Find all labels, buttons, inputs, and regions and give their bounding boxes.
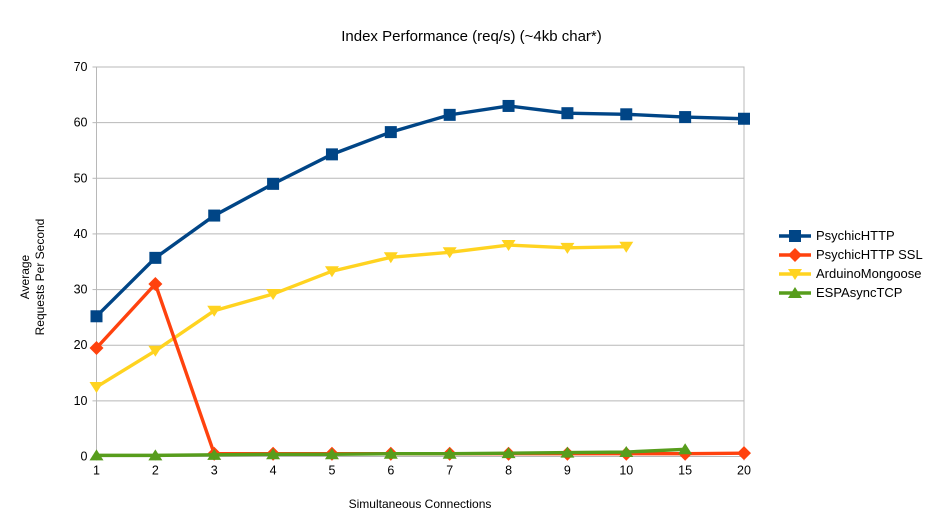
data-point-marker xyxy=(561,107,574,120)
series-psychichttp-ssl xyxy=(89,277,751,461)
legend-marker xyxy=(788,286,802,298)
y-tick-label: 20 xyxy=(74,338,88,352)
legend-swatch-diamond-icon xyxy=(779,247,811,262)
plot-border xyxy=(96,66,745,457)
x-tick-label: 4 xyxy=(270,464,277,478)
x-tick-label: 15 xyxy=(678,464,692,478)
y-tick-label: 0 xyxy=(81,450,88,464)
y-tick-label: 50 xyxy=(74,171,88,185)
data-point-marker xyxy=(501,447,516,459)
series-psychichttp xyxy=(90,99,750,323)
data-point-marker xyxy=(90,310,103,323)
data-point-marker xyxy=(442,447,457,459)
data-point-marker xyxy=(207,305,222,317)
x-tick-label: 7 xyxy=(446,464,453,478)
x-tick-label: 3 xyxy=(211,464,218,478)
legend-item-arduinomongoose: ArduinoMongoose xyxy=(779,264,923,283)
data-point-marker xyxy=(737,446,751,461)
legend-swatch-triangle-up-icon xyxy=(779,286,811,298)
data-point-marker xyxy=(324,448,339,460)
data-point-marker xyxy=(678,443,693,455)
data-point-marker xyxy=(619,446,634,458)
legend: PsychicHTTP PsychicHTTP SSL ArduinoMongoos… xyxy=(779,226,923,302)
data-point-marker xyxy=(208,209,221,222)
data-point-marker xyxy=(266,289,281,301)
x-tick-label: 8 xyxy=(505,464,512,478)
legend-swatch-square-icon xyxy=(779,229,811,242)
y-tick-label: 70 xyxy=(74,60,88,74)
data-point-marker xyxy=(148,345,163,357)
y-tick-label: 10 xyxy=(74,394,88,408)
data-point-marker xyxy=(324,266,339,278)
series-line xyxy=(95,280,745,456)
x-tick-label: 6 xyxy=(387,464,394,478)
legend-item-espasynctcp: ESPAsyncTCP xyxy=(779,283,923,302)
data-point-marker xyxy=(502,99,515,112)
data-point-marker xyxy=(148,449,163,461)
y-axis-title: Average Requests Per Second xyxy=(18,167,48,387)
data-point-marker xyxy=(325,148,338,161)
x-tick-label: 1 xyxy=(93,464,100,478)
legend-marker xyxy=(789,229,801,242)
data-point-marker xyxy=(148,277,163,292)
legend-label: ArduinoMongoose xyxy=(816,266,922,281)
data-point-marker xyxy=(149,251,162,264)
data-point-marker xyxy=(560,446,575,458)
data-point-marker xyxy=(89,449,104,461)
series-line xyxy=(95,104,745,318)
legend-label: PsychicHTTP xyxy=(816,228,895,243)
data-point-marker xyxy=(501,240,516,252)
legend-item-psychichttp-ssl: PsychicHTTP SSL xyxy=(779,245,923,264)
y-axis-title-line: Requests Per Second xyxy=(33,218,47,336)
data-point-marker xyxy=(442,247,457,259)
x-tick-label: 5 xyxy=(328,464,335,478)
y-tick-label: 60 xyxy=(74,116,88,130)
y-tick-label: 40 xyxy=(74,227,88,241)
data-point-marker xyxy=(89,381,104,393)
legend-marker xyxy=(788,268,802,280)
legend-marker xyxy=(788,247,802,262)
data-point-marker xyxy=(619,241,634,253)
series-espasynctcp xyxy=(89,443,693,461)
data-point-marker xyxy=(383,252,398,264)
legend-label: ESPAsyncTCP xyxy=(816,285,903,300)
series-line xyxy=(95,243,627,389)
legend-item-psychichttp: PsychicHTTP xyxy=(779,226,923,245)
legend-swatch-triangle-down-icon xyxy=(779,268,811,280)
data-point-marker xyxy=(267,177,280,190)
legend-label: PsychicHTTP SSL xyxy=(816,247,923,262)
x-tick-label: 20 xyxy=(737,464,751,478)
x-tick-label: 2 xyxy=(152,464,159,478)
data-point-marker xyxy=(383,447,398,459)
x-tick-label: 10 xyxy=(619,464,633,478)
data-point-marker xyxy=(207,448,222,460)
x-tick-label: 9 xyxy=(564,464,571,478)
data-point-marker xyxy=(443,108,456,121)
series-arduinomongoose xyxy=(89,240,634,393)
x-axis-title: Simultaneous Connections xyxy=(348,497,492,511)
y-tick-label: 30 xyxy=(74,283,88,297)
y-axis-title-line: Average xyxy=(18,254,32,300)
data-point-marker xyxy=(89,340,104,355)
data-point-marker xyxy=(738,112,750,125)
chart-title: Index Performance (req/s) (~4kb char*) xyxy=(341,28,602,45)
data-point-marker xyxy=(679,111,692,124)
data-point-marker xyxy=(620,108,633,121)
data-point-marker xyxy=(266,448,281,460)
data-point-marker xyxy=(384,126,397,139)
data-point-marker xyxy=(560,242,575,254)
